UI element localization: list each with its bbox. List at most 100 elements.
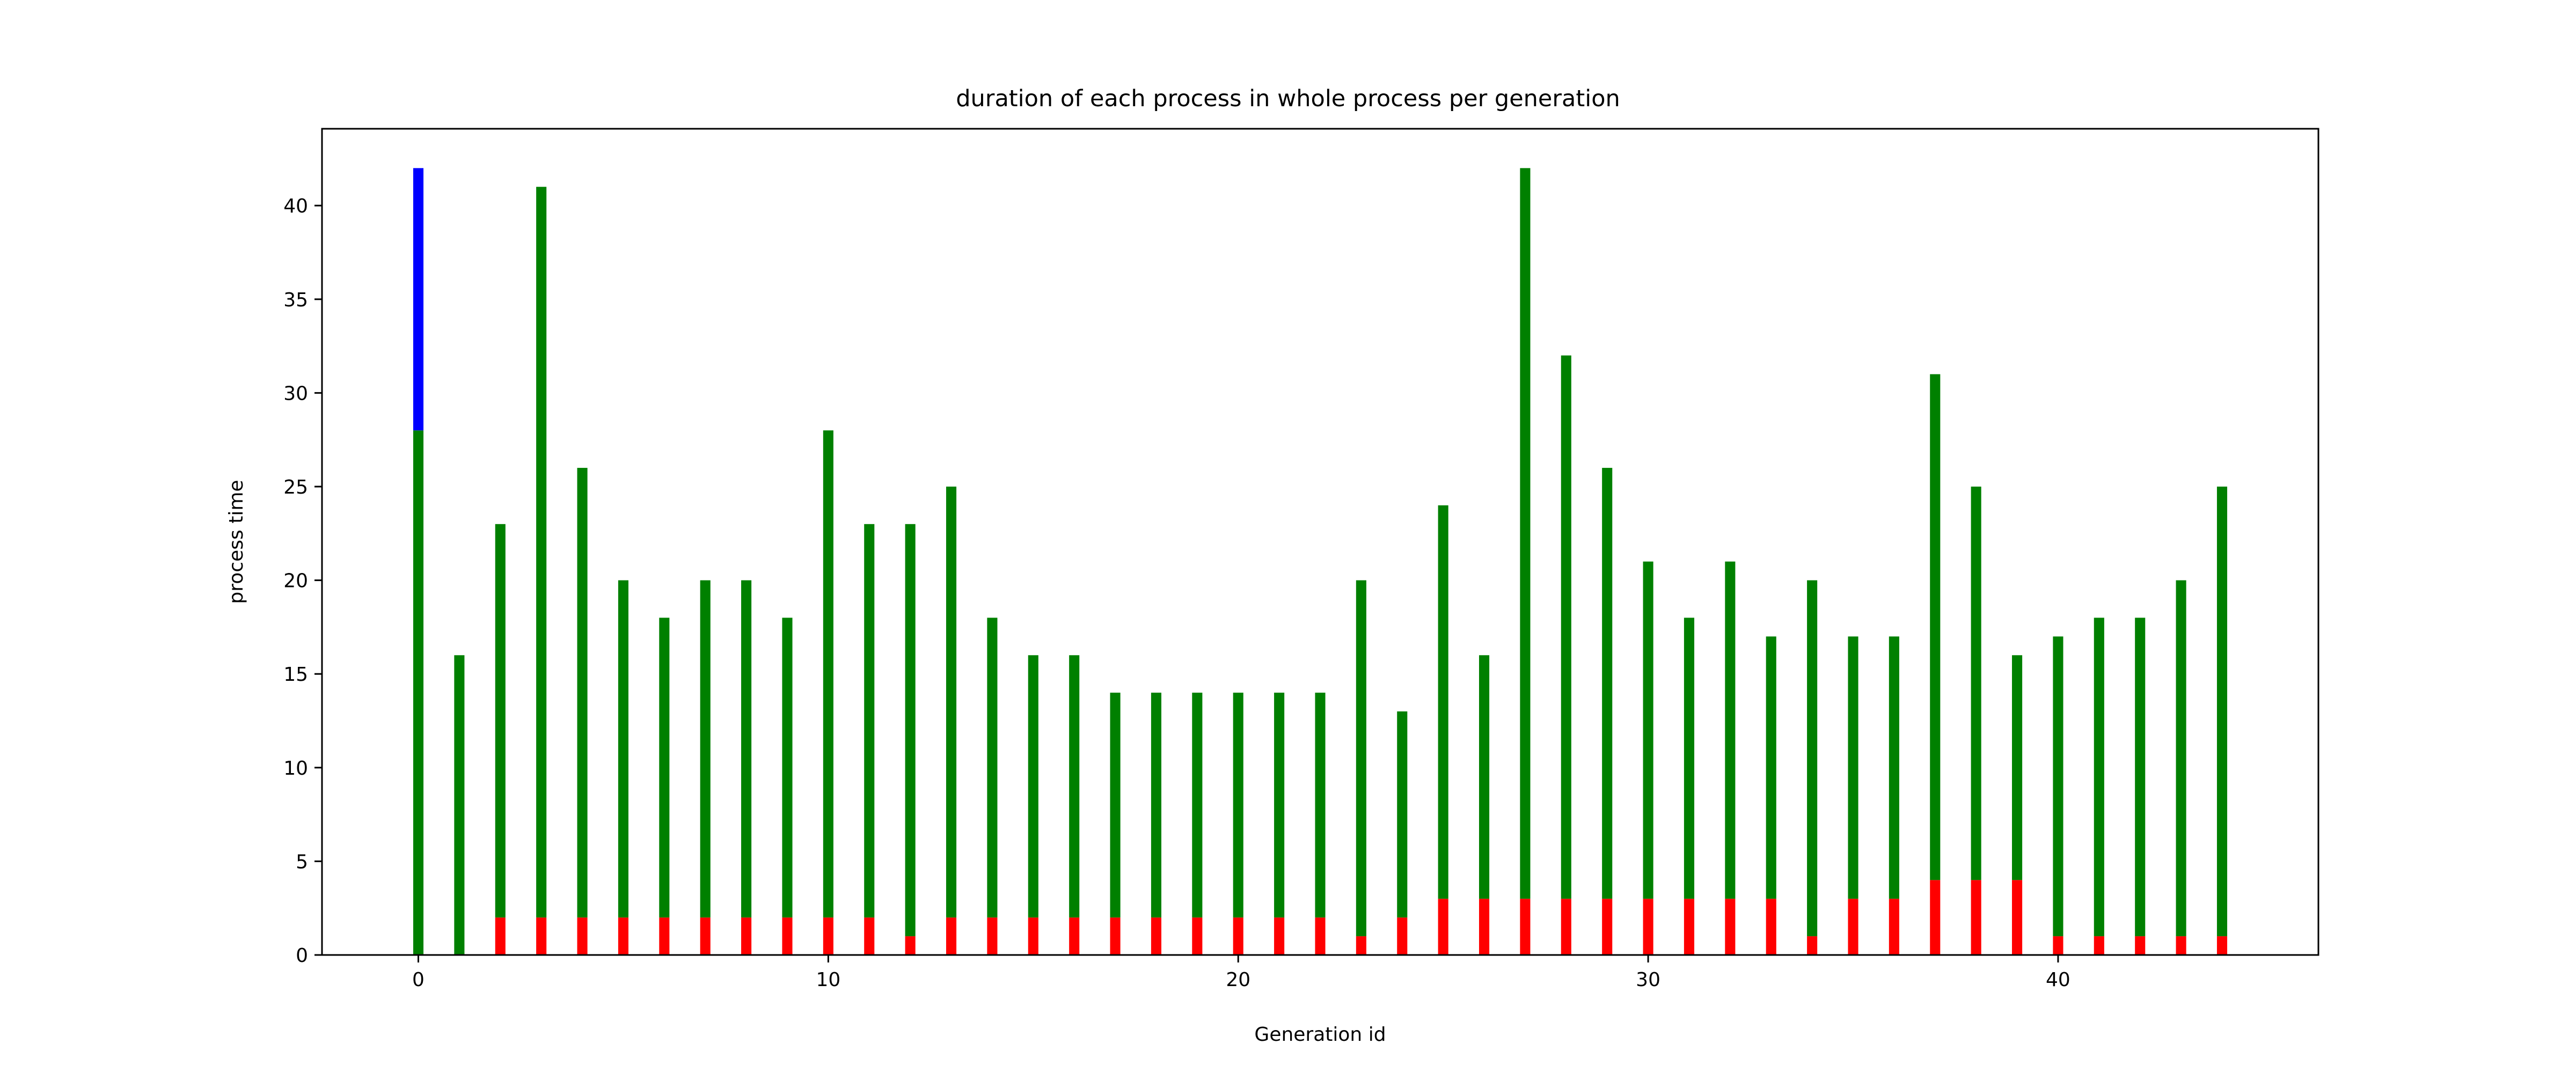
bar-gen-22-segment-1 [1315, 693, 1326, 918]
bar-gen-42-segment-0 [2135, 936, 2146, 955]
bar-gen-27-segment-1 [1520, 168, 1531, 899]
bar-gen-30-segment-1 [1643, 561, 1653, 899]
bar-gen-23-segment-1 [1356, 580, 1366, 937]
bar-gen-28-segment-0 [1561, 899, 1571, 955]
bar-gen-40-segment-1 [2053, 636, 2063, 937]
bar-gen-40-segment-0 [2053, 936, 2063, 955]
bar-gen-7-segment-1 [700, 580, 711, 918]
y-tick-label: 0 [296, 945, 308, 967]
bar-gen-11-segment-0 [864, 917, 875, 955]
bar-gen-3-segment-1 [536, 187, 547, 918]
y-tick-label: 35 [283, 289, 308, 311]
y-tick-label: 5 [296, 851, 308, 873]
bar-gen-43-segment-1 [2176, 580, 2186, 937]
x-tick-label: 30 [1636, 969, 1660, 991]
bar-gen-37-segment-1 [1930, 374, 1941, 880]
bar-gen-24-segment-1 [1397, 711, 1408, 918]
bar-gen-26-segment-0 [1479, 899, 1490, 955]
y-tick-label: 25 [283, 476, 308, 498]
bar-gen-24-segment-0 [1397, 917, 1408, 955]
bar-gen-6-segment-0 [659, 917, 670, 955]
chart-title: duration of each process in whole proces… [956, 85, 1620, 112]
bar-gen-1-segment-1 [454, 655, 465, 955]
y-tick-label: 30 [283, 383, 308, 405]
bar-gen-8-segment-0 [741, 917, 752, 955]
bar-gen-38-segment-1 [1971, 486, 1981, 880]
bar-gen-17-segment-1 [1110, 693, 1121, 918]
plot-area-frame [321, 128, 2319, 956]
x-tick-label: 10 [816, 969, 840, 991]
bar-gen-30-segment-0 [1643, 899, 1653, 955]
bar-gen-31-segment-0 [1684, 899, 1695, 955]
bar-gen-2-segment-0 [495, 917, 506, 955]
bar-gen-19-segment-0 [1192, 917, 1203, 955]
bar-gen-33-segment-0 [1766, 899, 1776, 955]
bar-gen-5-segment-1 [618, 580, 628, 918]
bar-gen-12-segment-0 [905, 936, 916, 955]
bar-gen-23-segment-0 [1356, 936, 1366, 955]
x-tick-label: 20 [1226, 969, 1250, 991]
bar-gen-21-segment-0 [1274, 917, 1285, 955]
bar-gen-25-segment-0 [1438, 899, 1448, 955]
bar-gen-17-segment-0 [1110, 917, 1121, 955]
bar-gen-31-segment-1 [1684, 618, 1695, 899]
x-axis-ticks: 0 10 20 30 40 [412, 955, 2070, 991]
bar-gen-10-segment-0 [823, 917, 833, 955]
bar-gen-39-segment-1 [2012, 655, 2023, 880]
bar-gen-6-segment-1 [659, 618, 670, 918]
bar-gen-38-segment-0 [1971, 880, 1981, 955]
y-tick-label: 10 [283, 758, 308, 780]
bar-gen-33-segment-1 [1766, 636, 1776, 899]
bar-gen-18-segment-0 [1151, 917, 1162, 955]
bar-gen-34-segment-0 [1807, 936, 1818, 955]
bar-gen-14-segment-1 [987, 618, 998, 918]
bar-gen-25-segment-1 [1438, 505, 1448, 899]
x-tick-label: 0 [412, 969, 425, 991]
bar-gen-18-segment-1 [1151, 693, 1162, 918]
x-axis-title: Generation id [1254, 1024, 1386, 1046]
bar-gen-20-segment-1 [1233, 693, 1243, 918]
bar-gen-27-segment-0 [1520, 899, 1531, 955]
bar-gen-15-segment-1 [1028, 655, 1038, 918]
bar-gen-14-segment-0 [987, 917, 998, 955]
x-tick-label: 40 [2046, 969, 2070, 991]
bar-gen-4-segment-1 [577, 468, 588, 918]
bar-gen-4-segment-0 [577, 917, 588, 955]
bar-gen-41-segment-0 [2094, 936, 2104, 955]
bar-gen-35-segment-0 [1848, 899, 1858, 955]
y-axis-ticks: 0 5 10 15 20 25 30 35 40 [283, 195, 322, 967]
bar-gen-2-segment-1 [495, 524, 506, 918]
bar-gen-9-segment-0 [782, 917, 793, 955]
bar-gen-12-segment-1 [905, 524, 916, 937]
bar-gen-0-segment-1 [413, 430, 424, 955]
bar-gen-32-segment-0 [1725, 899, 1736, 955]
bar-gen-16-segment-0 [1069, 917, 1080, 955]
bar-gen-43-segment-0 [2176, 936, 2186, 955]
bars-group [413, 168, 2228, 955]
bar-gen-28-segment-1 [1561, 355, 1571, 899]
bar-gen-29-segment-0 [1602, 899, 1613, 955]
y-tick-label: 40 [283, 195, 308, 217]
bar-gen-29-segment-1 [1602, 468, 1613, 899]
bar-gen-36-segment-0 [1889, 899, 1899, 955]
bar-gen-42-segment-1 [2135, 618, 2146, 937]
bar-gen-9-segment-1 [782, 618, 793, 918]
y-tick-label: 15 [283, 664, 308, 686]
bar-gen-32-segment-1 [1725, 561, 1736, 899]
bar-gen-41-segment-1 [2094, 618, 2104, 937]
bar-gen-39-segment-0 [2012, 880, 2023, 955]
bar-gen-19-segment-1 [1192, 693, 1203, 918]
y-axis-title: process time [225, 480, 247, 604]
bar-gen-44-segment-0 [2216, 936, 2228, 955]
bar-gen-13-segment-1 [946, 486, 957, 918]
bar-gen-34-segment-1 [1807, 580, 1818, 937]
bar-gen-8-segment-1 [741, 580, 752, 918]
bar-gen-16-segment-1 [1069, 655, 1080, 918]
bar-gen-7-segment-0 [700, 917, 711, 955]
bar-gen-13-segment-0 [946, 917, 957, 955]
bar-gen-26-segment-1 [1479, 655, 1490, 899]
bar-gen-15-segment-0 [1028, 917, 1038, 955]
bar-gen-11-segment-1 [864, 524, 875, 918]
bar-gen-37-segment-0 [1930, 880, 1941, 955]
